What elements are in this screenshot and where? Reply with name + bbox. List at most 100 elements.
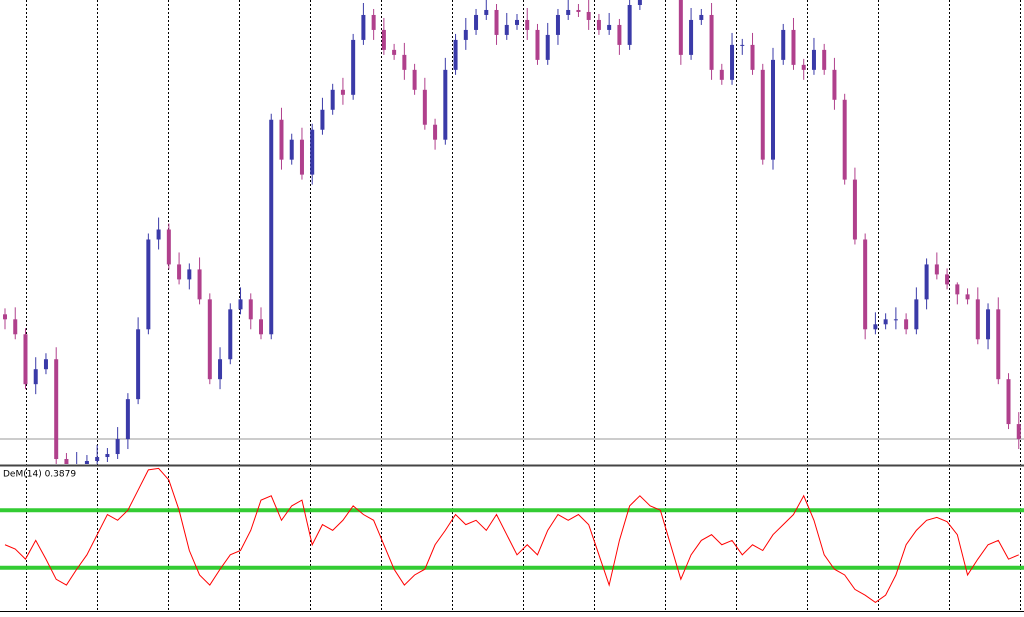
candle-body — [248, 299, 253, 320]
candle-body — [371, 14, 376, 30]
candle-body — [197, 269, 202, 300]
candle-body — [23, 334, 28, 385]
candle-body — [637, 0, 642, 5]
candle-body — [187, 269, 192, 280]
candle-body — [412, 69, 417, 90]
candle-body — [84, 461, 89, 464]
candle-body — [678, 0, 683, 55]
candle-body — [904, 319, 909, 330]
candle-body — [43, 359, 48, 370]
candle-body — [709, 14, 714, 70]
candle-body — [504, 24, 509, 35]
candle-body — [443, 69, 448, 140]
indicator-label: DeM(14) 0.3879 — [3, 470, 76, 480]
candle-body — [822, 49, 827, 70]
candle-body — [699, 14, 704, 20]
candle-body — [740, 44, 745, 46]
candle-body — [750, 44, 755, 70]
candle-body — [64, 459, 69, 464]
candle-body — [852, 179, 857, 240]
candle-body — [730, 44, 735, 80]
candle-body — [422, 89, 427, 125]
candle-body — [955, 284, 960, 295]
candle-body — [801, 64, 806, 70]
candle-body — [484, 9, 489, 15]
candle-body — [596, 19, 601, 30]
candle-body — [494, 9, 499, 35]
candle-body — [177, 264, 182, 280]
candle-body — [310, 129, 315, 175]
candle-body — [986, 309, 991, 340]
candle-body — [1016, 424, 1021, 440]
candle-body — [689, 19, 694, 55]
candle-body — [238, 299, 243, 310]
candle-body — [453, 39, 458, 70]
candle-body — [289, 139, 294, 160]
candle-body — [607, 24, 612, 30]
candle-body — [566, 9, 571, 15]
candle-body — [330, 89, 335, 110]
indicator-line — [4, 467, 1019, 603]
candle-body — [474, 14, 479, 30]
candle-body — [771, 59, 775, 160]
candle-body — [914, 299, 919, 330]
candle-body — [924, 264, 929, 300]
candle-body — [996, 309, 1001, 380]
candle-body — [586, 11, 591, 20]
candle-body — [811, 49, 816, 70]
candle-body — [361, 14, 366, 40]
candle-body — [3, 314, 7, 320]
price-panel — [0, 0, 1024, 464]
candle-body — [207, 299, 212, 380]
candle-body — [545, 34, 550, 60]
candle-body — [146, 239, 151, 330]
candle-body — [136, 329, 141, 400]
candle-body — [515, 19, 519, 25]
candle-body — [463, 29, 468, 40]
candle-body — [279, 119, 284, 160]
candle-body — [627, 4, 632, 45]
candle-body — [351, 39, 356, 95]
candle-body — [54, 359, 59, 460]
candle-body — [13, 319, 18, 335]
candle-body — [218, 359, 223, 380]
candle-body — [535, 29, 540, 60]
candle-body — [125, 399, 130, 440]
indicator-panel — [0, 467, 1024, 603]
candle-body — [381, 29, 386, 50]
candle-body — [340, 89, 345, 95]
candle-body — [965, 294, 970, 300]
candle-body — [156, 229, 161, 240]
candle-body — [228, 309, 233, 360]
candle-body — [402, 54, 407, 70]
candle-body — [934, 264, 939, 275]
candle-body — [105, 454, 110, 458]
candle-body — [832, 69, 837, 100]
candle-body — [719, 69, 724, 80]
candle-body — [320, 109, 325, 130]
candle-body — [299, 139, 304, 175]
candle-body — [781, 29, 786, 60]
candle-body — [863, 239, 868, 330]
candle-body — [392, 49, 397, 55]
candle-body — [873, 324, 878, 330]
candle-body — [617, 24, 622, 45]
candle-body — [975, 299, 980, 340]
candle-body — [576, 9, 581, 12]
candle-body — [842, 99, 847, 180]
candle-body — [166, 229, 171, 265]
candle-body — [259, 319, 263, 335]
candle-body — [883, 319, 888, 325]
candle-body — [893, 319, 898, 321]
candle-body — [760, 69, 765, 160]
candle-body — [95, 457, 100, 462]
candle-body — [791, 29, 796, 65]
candle-body — [945, 274, 950, 285]
candle-body — [555, 14, 560, 35]
candle-body — [1006, 379, 1011, 425]
candle-body — [525, 19, 530, 30]
candle-body — [115, 439, 120, 455]
candle-body — [33, 369, 38, 385]
